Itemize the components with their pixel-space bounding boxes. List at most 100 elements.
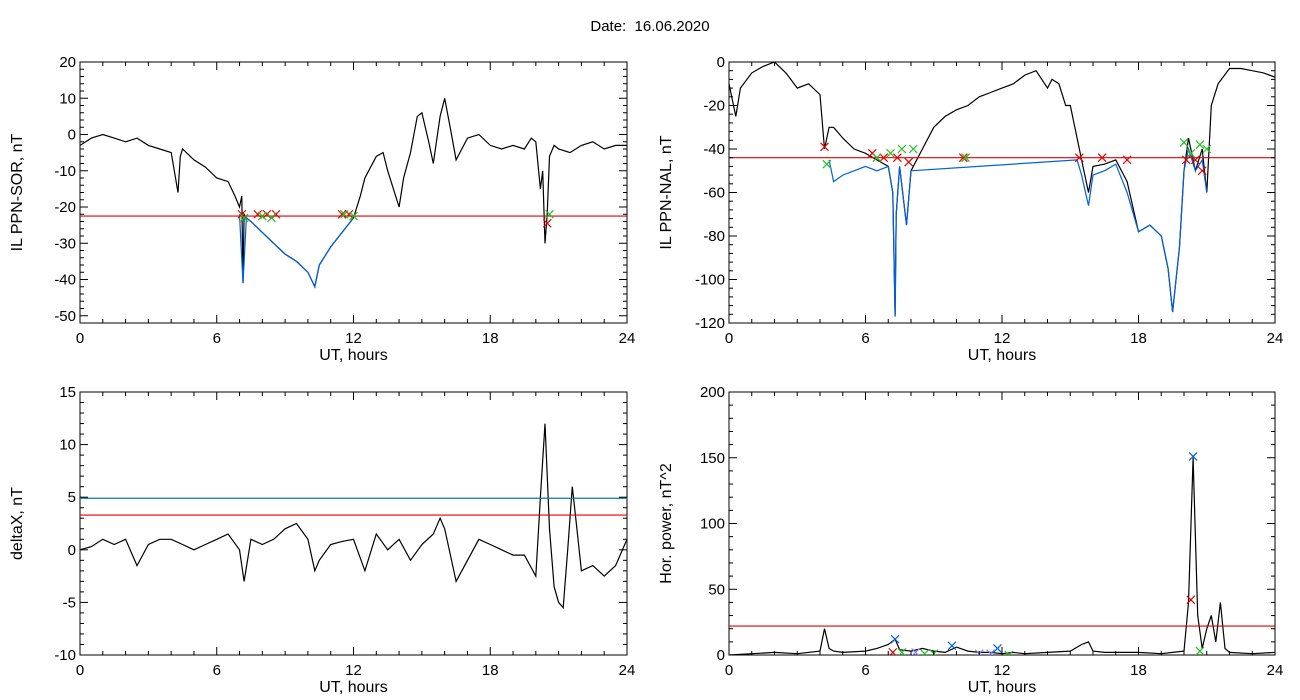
x-marker-stroke bbox=[545, 209, 554, 219]
y-tick-label: 50 bbox=[708, 581, 725, 598]
x-marker bbox=[986, 649, 996, 655]
x-marker bbox=[542, 218, 552, 228]
x-marker bbox=[271, 209, 281, 219]
x-marker bbox=[872, 153, 882, 163]
x-marker bbox=[339, 209, 349, 219]
x-marker-stroke bbox=[239, 213, 249, 223]
x-marker bbox=[1186, 148, 1196, 158]
x-marker-stroke bbox=[262, 209, 272, 219]
y-tick-label: 10 bbox=[59, 90, 76, 107]
x-marker-stroke bbox=[1186, 148, 1196, 158]
x-marker bbox=[961, 153, 971, 163]
y-tick-label: 0 bbox=[717, 54, 725, 71]
x-marker-stroke bbox=[889, 647, 898, 655]
x-marker bbox=[1004, 650, 1014, 655]
x-marker-stroke bbox=[961, 153, 971, 163]
series-line-1 bbox=[238, 214, 354, 289]
x-tick-label: 24 bbox=[619, 330, 636, 347]
plot-data bbox=[729, 62, 1275, 317]
x-marker-stroke bbox=[1190, 155, 1200, 165]
x-marker bbox=[911, 647, 920, 655]
x-marker-stroke bbox=[947, 641, 957, 651]
y-tick-label: -80 bbox=[703, 228, 725, 245]
plot-frame bbox=[79, 61, 628, 324]
x-marker bbox=[267, 213, 276, 223]
y-tick-label: 0 bbox=[717, 647, 725, 664]
x-tick-label: 6 bbox=[861, 330, 869, 347]
x-marker-stroke bbox=[1122, 155, 1132, 165]
x-marker-stroke bbox=[912, 647, 920, 655]
x-tick-label: 18 bbox=[1130, 330, 1147, 347]
x-marker-stroke bbox=[958, 153, 968, 163]
y-tick-label: 20 bbox=[59, 54, 76, 71]
x-marker-stroke bbox=[1202, 144, 1212, 154]
x-marker-stroke bbox=[922, 649, 930, 655]
x-marker bbox=[1202, 144, 1212, 154]
x-tick-label: 24 bbox=[1267, 330, 1284, 347]
x-tick-label: 24 bbox=[1267, 662, 1284, 679]
x-marker-stroke bbox=[257, 211, 267, 221]
series-line-0 bbox=[80, 98, 627, 289]
x-marker-stroke bbox=[1179, 138, 1189, 147]
x-marker bbox=[904, 157, 914, 167]
x-marker bbox=[1190, 155, 1200, 165]
x-marker-stroke bbox=[1181, 155, 1191, 165]
x-tick-label: 24 bbox=[619, 662, 636, 679]
x-tick-label: 12 bbox=[345, 662, 362, 679]
x-marker bbox=[262, 209, 272, 219]
x-marker bbox=[1122, 155, 1132, 165]
y-tick-label: -10 bbox=[54, 163, 76, 180]
y-tick-label: -40 bbox=[703, 141, 725, 158]
x-marker bbox=[897, 144, 907, 154]
x-marker bbox=[239, 213, 249, 223]
x-marker bbox=[337, 209, 347, 219]
x-marker bbox=[890, 634, 900, 644]
x-marker bbox=[1195, 140, 1205, 150]
x-marker bbox=[879, 153, 889, 163]
x-marker-stroke bbox=[993, 644, 1002, 653]
x-marker-stroke bbox=[886, 148, 895, 158]
y-axis-label: deltaX, nT bbox=[9, 487, 26, 560]
x-marker bbox=[257, 211, 267, 221]
chart-ppn-nal: 0 6 12 18 24 -120 -100 -80 -60 -40 -20 0 UT, hours IL… bbox=[658, 54, 1283, 364]
y-axis-label: IL PPN-NAL, nT bbox=[658, 135, 675, 249]
x-marker bbox=[892, 153, 902, 163]
x-tick-label: 12 bbox=[994, 330, 1011, 347]
x-marker bbox=[1181, 155, 1191, 165]
y-tick-label: -20 bbox=[54, 199, 76, 216]
y-tick-label: 10 bbox=[59, 437, 76, 454]
plot-data bbox=[729, 452, 1275, 655]
x-marker-stroke bbox=[908, 144, 918, 154]
x-marker-stroke bbox=[892, 153, 902, 163]
x-tick-label: 18 bbox=[482, 662, 499, 679]
x-marker bbox=[822, 159, 832, 169]
x-marker bbox=[820, 142, 829, 152]
x-marker-stroke bbox=[1097, 153, 1107, 163]
x-marker-stroke bbox=[1188, 452, 1198, 461]
series-line-1 bbox=[828, 146, 1208, 317]
x-marker-stroke bbox=[898, 647, 907, 655]
x-marker bbox=[1097, 153, 1107, 163]
x-marker bbox=[908, 144, 918, 154]
x-marker-stroke bbox=[1195, 140, 1205, 150]
plot-frame bbox=[728, 61, 1276, 324]
x-tick-label: 12 bbox=[994, 662, 1011, 679]
x-marker bbox=[1197, 166, 1207, 176]
x-marker bbox=[888, 647, 898, 655]
x-marker bbox=[886, 148, 895, 158]
x-marker-stroke bbox=[542, 218, 552, 228]
chart-hor-power: 0 6 12 18 24 0 50 100 150 200 UT, hours Hor. power,… bbox=[658, 384, 1283, 696]
x-marker-stroke bbox=[349, 211, 358, 221]
x-marker bbox=[958, 153, 968, 163]
y-tick-label: -10 bbox=[54, 647, 76, 664]
x-tick-label: 0 bbox=[725, 662, 733, 679]
x-marker-stroke bbox=[237, 209, 247, 219]
y-tick-label: -5 bbox=[63, 594, 76, 611]
x-marker bbox=[1186, 595, 1196, 605]
y-tick-label: -40 bbox=[54, 272, 76, 289]
y-tick-label: 0 bbox=[68, 127, 76, 144]
x-marker bbox=[993, 644, 1002, 653]
x-tick-label: 18 bbox=[482, 330, 499, 347]
x-marker-stroke bbox=[1197, 166, 1207, 176]
